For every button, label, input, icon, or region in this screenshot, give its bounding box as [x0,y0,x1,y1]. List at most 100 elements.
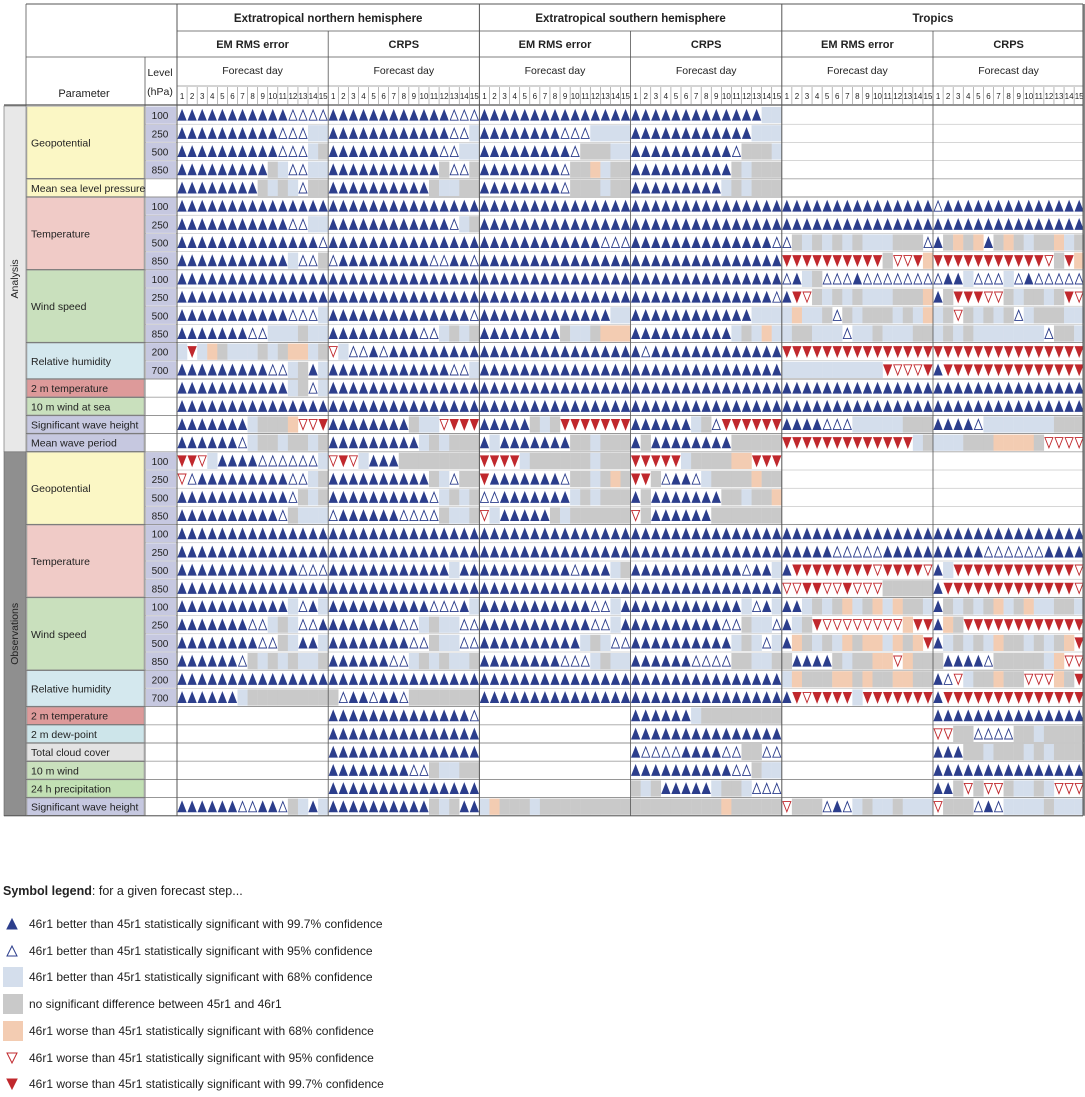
score-marker [741,581,752,594]
score-cell [570,434,581,451]
score-marker [842,199,852,212]
score-cell [973,634,984,651]
score-marker [409,545,419,558]
score-marker [802,564,812,577]
score-marker [298,581,308,594]
day-label: 9 [714,92,719,101]
score-marker [510,199,520,212]
score-marker [469,636,480,649]
score-cell [267,689,278,706]
score-marker [217,636,228,649]
score-marker [268,108,278,121]
score-marker [1064,217,1074,230]
score-marker [338,327,348,340]
score-marker [630,727,641,740]
score-marker [540,145,550,158]
score-cell [943,634,954,651]
score-cell [308,216,319,233]
score-marker [711,363,721,376]
score-marker [923,381,933,394]
score-marker [530,217,540,230]
score-marker [721,327,732,340]
score-marker [590,217,600,230]
score-cell [459,434,470,451]
level-label: 250 [152,220,169,231]
score-marker [207,618,217,631]
score-marker [187,691,197,704]
score-cell [570,489,581,506]
score-marker [479,345,490,358]
score-marker [862,199,873,212]
level-label: 500 [152,311,169,322]
score-cell [963,671,974,688]
score-marker [177,363,187,376]
score-marker [479,308,490,321]
score-marker [711,381,721,394]
score-marker [862,381,873,394]
score-marker [711,745,721,758]
score-marker [187,563,197,576]
score-marker [429,290,439,303]
parameter-label: 10 m wind at sea [31,401,111,413]
score-marker [268,600,278,613]
score-marker [721,345,732,358]
score-marker [479,108,490,121]
score-marker [630,345,641,358]
score-marker [741,563,752,576]
score-marker [620,672,631,685]
score-marker [1064,655,1074,668]
score-cell [308,179,319,196]
score-marker [822,217,832,230]
score-marker [832,800,842,813]
score-marker [953,291,963,304]
score-marker [630,509,641,522]
score-marker [983,654,994,667]
score-marker [530,654,540,667]
score-marker [570,145,580,158]
score-cell [277,616,289,633]
score-marker [489,381,500,394]
score-cell [610,125,621,142]
score-marker [590,618,600,631]
score-marker [479,654,490,667]
score-marker [378,399,389,412]
score-marker [1044,437,1054,450]
score-marker [630,581,641,594]
score-marker [378,290,389,303]
score-marker [822,582,832,595]
score-marker [510,236,520,249]
score-marker [580,199,590,212]
score-marker [358,345,369,358]
score-marker [751,217,762,230]
score-marker [1034,527,1044,540]
score-marker [439,272,449,285]
score-cell [912,234,924,251]
score-marker [550,236,560,249]
score-marker [409,618,419,631]
score-cell [610,471,621,488]
score-cell [1003,289,1014,306]
score-marker [782,255,792,268]
score-marker [358,418,369,431]
score-marker [882,364,893,377]
score-marker [389,727,399,740]
score-marker [903,199,913,212]
score-marker [570,126,580,139]
score-marker [389,563,399,576]
score-marker [630,436,641,449]
day-label: 15 [319,92,328,101]
score-marker [711,418,721,431]
score-marker [630,126,641,139]
score-marker [721,254,732,267]
score-marker [247,618,258,631]
score-marker [479,490,490,503]
score-header: EM RMS error [216,39,289,51]
level-label: 100 [152,275,169,286]
score-marker [419,763,429,776]
score-marker [530,381,540,394]
score-marker [338,199,348,212]
score-marker [1074,564,1084,577]
score-marker [812,381,822,394]
score-marker [993,346,1004,359]
score-cell [872,653,883,670]
